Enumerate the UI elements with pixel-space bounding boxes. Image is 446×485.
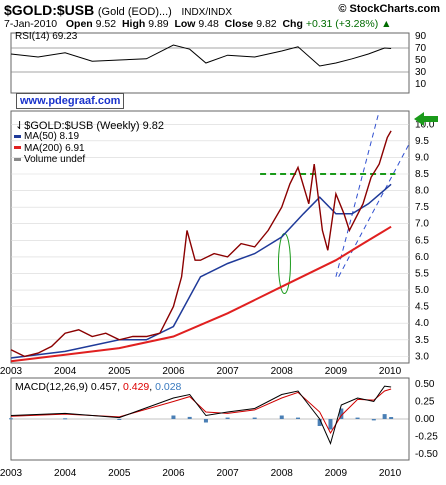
- legend: MA(50) 8.19 MA(200) 6.91 Volume undef: [14, 131, 85, 166]
- macd-label: MACD(12,26,9) 0.457, 0.429, 0.028: [15, 381, 182, 393]
- macd-tick-label: -0.50: [415, 449, 438, 460]
- ma200-line: [10, 225, 392, 363]
- macd-tick-label: 0.25: [415, 397, 435, 408]
- rsi-panel: [10, 32, 410, 94]
- macd-histogram-bar: [279, 415, 284, 419]
- macd-histogram-bar: [355, 417, 360, 419]
- x-tick-label: 2007: [216, 468, 239, 479]
- rsi-line: [10, 44, 392, 67]
- x-tick-label: 2006: [162, 366, 185, 377]
- rsi-tick-label: 10: [415, 79, 427, 90]
- quote-date: 7-Jan-2010: [4, 18, 58, 30]
- price-tick-label: 3.5: [415, 335, 429, 346]
- x-tick-label: 2003: [0, 366, 23, 377]
- chart-title: $GOLD:$USB (Gold (EOD)...) INDX/INDX: [4, 2, 232, 18]
- price-tick-label: 7.5: [415, 202, 429, 213]
- chart-line-icon: ⇃: [15, 120, 25, 132]
- price-tick-label: 10.0: [415, 119, 435, 130]
- macd-histogram-bar: [9, 418, 13, 420]
- symbol-name: (Gold (EOD)...): [97, 6, 172, 18]
- price-tick-label: 4.5: [415, 302, 429, 313]
- macd-tick-label: 0.50: [415, 379, 435, 390]
- rsi-label: RSI(14) 69.23: [15, 31, 78, 42]
- price-tick-label: 9.0: [415, 152, 429, 163]
- x-tick-label: 2009: [325, 468, 348, 479]
- rsi-tick-label: 90: [415, 31, 427, 42]
- price-tick-label: 5.5: [415, 268, 429, 279]
- quote-line: 7-Jan-2010 Open 9.52 High 9.89 Low 9.48 …: [4, 18, 392, 30]
- legend-ma50: MA(50) 8.19: [14, 131, 85, 143]
- legend-ma200: MA(200) 6.91: [14, 143, 85, 155]
- macd-histogram-bar: [339, 408, 344, 419]
- rsi-tick-label: 70: [415, 43, 427, 54]
- x-tick-label: 2008: [271, 366, 294, 377]
- macd-signal-line: [10, 388, 392, 435]
- macd-histogram-bar: [252, 417, 257, 419]
- ma50-swatch-icon: [14, 134, 21, 138]
- volume-swatch-icon: [14, 157, 21, 161]
- macd-histogram-bar: [171, 415, 176, 419]
- macd-histogram-bar: [371, 419, 376, 421]
- rsi-tick-label: 50: [415, 55, 427, 66]
- price-line: [10, 130, 392, 358]
- macd-line: [10, 385, 392, 445]
- upper-trend-line: [335, 110, 380, 277]
- macd-tick-label: 0.00: [415, 414, 435, 425]
- price-label: ⇃$GOLD:$USB (Weekly) 9.82: [15, 120, 165, 132]
- website-link[interactable]: www.pdegraaf.com: [16, 93, 125, 109]
- price-tick-label: 3.0: [415, 351, 429, 362]
- macd-tick-label: -0.25: [415, 432, 438, 443]
- x-tick-label: 2009: [325, 366, 348, 377]
- macd-histogram-bar: [382, 414, 387, 419]
- x-tick-label: 2008: [271, 468, 294, 479]
- lower-trend-line: [338, 143, 410, 278]
- macd-histogram-bar: [203, 419, 208, 423]
- x-tick-label: 2004: [54, 468, 77, 479]
- macd-histogram-bar: [295, 417, 300, 419]
- macd-histogram-bar: [317, 419, 322, 426]
- ma200-swatch-icon: [14, 146, 21, 150]
- macd-histogram-bar: [63, 418, 68, 420]
- exchange: INDX/INDX: [181, 7, 232, 18]
- macd-histogram-bar: [225, 417, 230, 419]
- x-tick-label: 2003: [0, 468, 23, 479]
- macd-histogram-bar: [117, 419, 122, 420]
- x-tick-label: 2005: [108, 468, 131, 479]
- price-tick-label: 6.0: [415, 252, 429, 263]
- macd-histogram-bar: [187, 416, 192, 419]
- price-tick-label: 7.0: [415, 219, 429, 230]
- change-value: +0.31 (+3.28%): [305, 18, 379, 30]
- x-tick-label: 2010: [379, 468, 402, 479]
- price-tick-label: 9.5: [415, 136, 429, 147]
- price-tick-label: 5.0: [415, 285, 429, 296]
- price-tick-label: 4.0: [415, 318, 429, 329]
- macd-histogram-bar: [328, 419, 333, 430]
- price-tick-label: 8.5: [415, 169, 429, 180]
- macd-histogram-bar: [389, 417, 394, 419]
- x-tick-label: 2004: [54, 366, 77, 377]
- ma50-line: [10, 183, 392, 359]
- arrow-left-icon: [414, 112, 438, 126]
- up-arrow-icon: ▲: [381, 18, 392, 30]
- brand-label: © StockCharts.com: [338, 3, 440, 15]
- price-panel: [10, 110, 410, 364]
- x-tick-label: 2007: [216, 366, 239, 377]
- x-tick-label: 2005: [108, 366, 131, 377]
- x-tick-label: 2006: [162, 468, 185, 479]
- symbol: $GOLD:$USB: [4, 2, 95, 18]
- rsi-tick-label: 30: [415, 67, 427, 78]
- x-tick-label: 2010: [379, 366, 402, 377]
- price-tick-label: 8.0: [415, 186, 429, 197]
- legend-volume: Volume undef: [14, 154, 85, 166]
- price-tick-label: 6.5: [415, 235, 429, 246]
